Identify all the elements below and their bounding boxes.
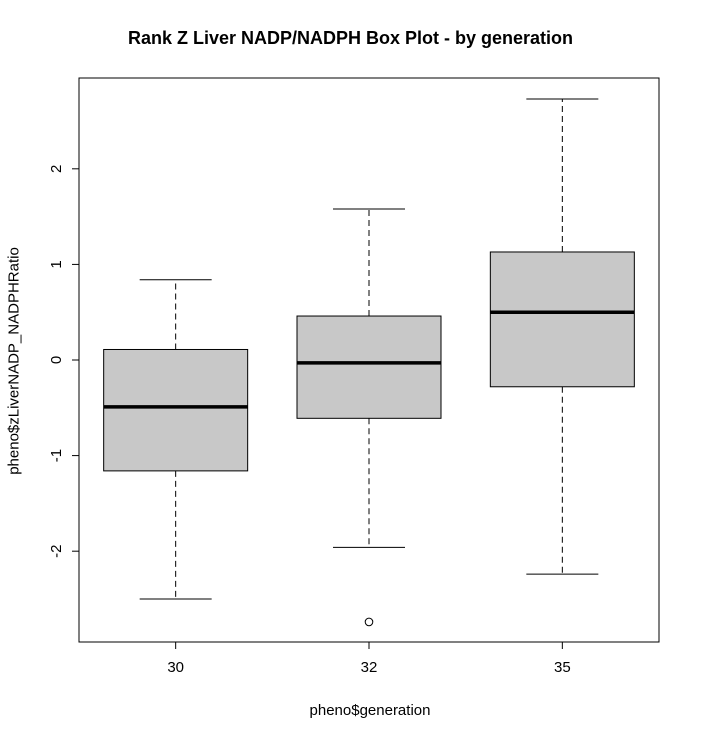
y-tick-label: -1 xyxy=(48,449,65,462)
x-tick-label: 35 xyxy=(554,659,571,676)
x-tick-label: 30 xyxy=(167,659,184,676)
y-tick-label: 2 xyxy=(48,165,65,173)
x-tick-label: 32 xyxy=(361,659,378,676)
y-tick-label: -2 xyxy=(48,545,65,558)
x-axis-label: pheno$generation xyxy=(309,702,431,719)
box-32 xyxy=(296,315,442,419)
y-tick-label: 1 xyxy=(48,260,65,268)
box-30 xyxy=(103,348,249,472)
outlier-point xyxy=(364,617,374,627)
box-35 xyxy=(489,251,635,388)
chart-title: Rank Z Liver NADP/NADPH Box Plot - by ge… xyxy=(127,28,574,48)
y-axis-label: pheno$zLiverNADP_NADPHRatio xyxy=(5,247,23,475)
y-tick-label: 0 xyxy=(48,356,65,364)
